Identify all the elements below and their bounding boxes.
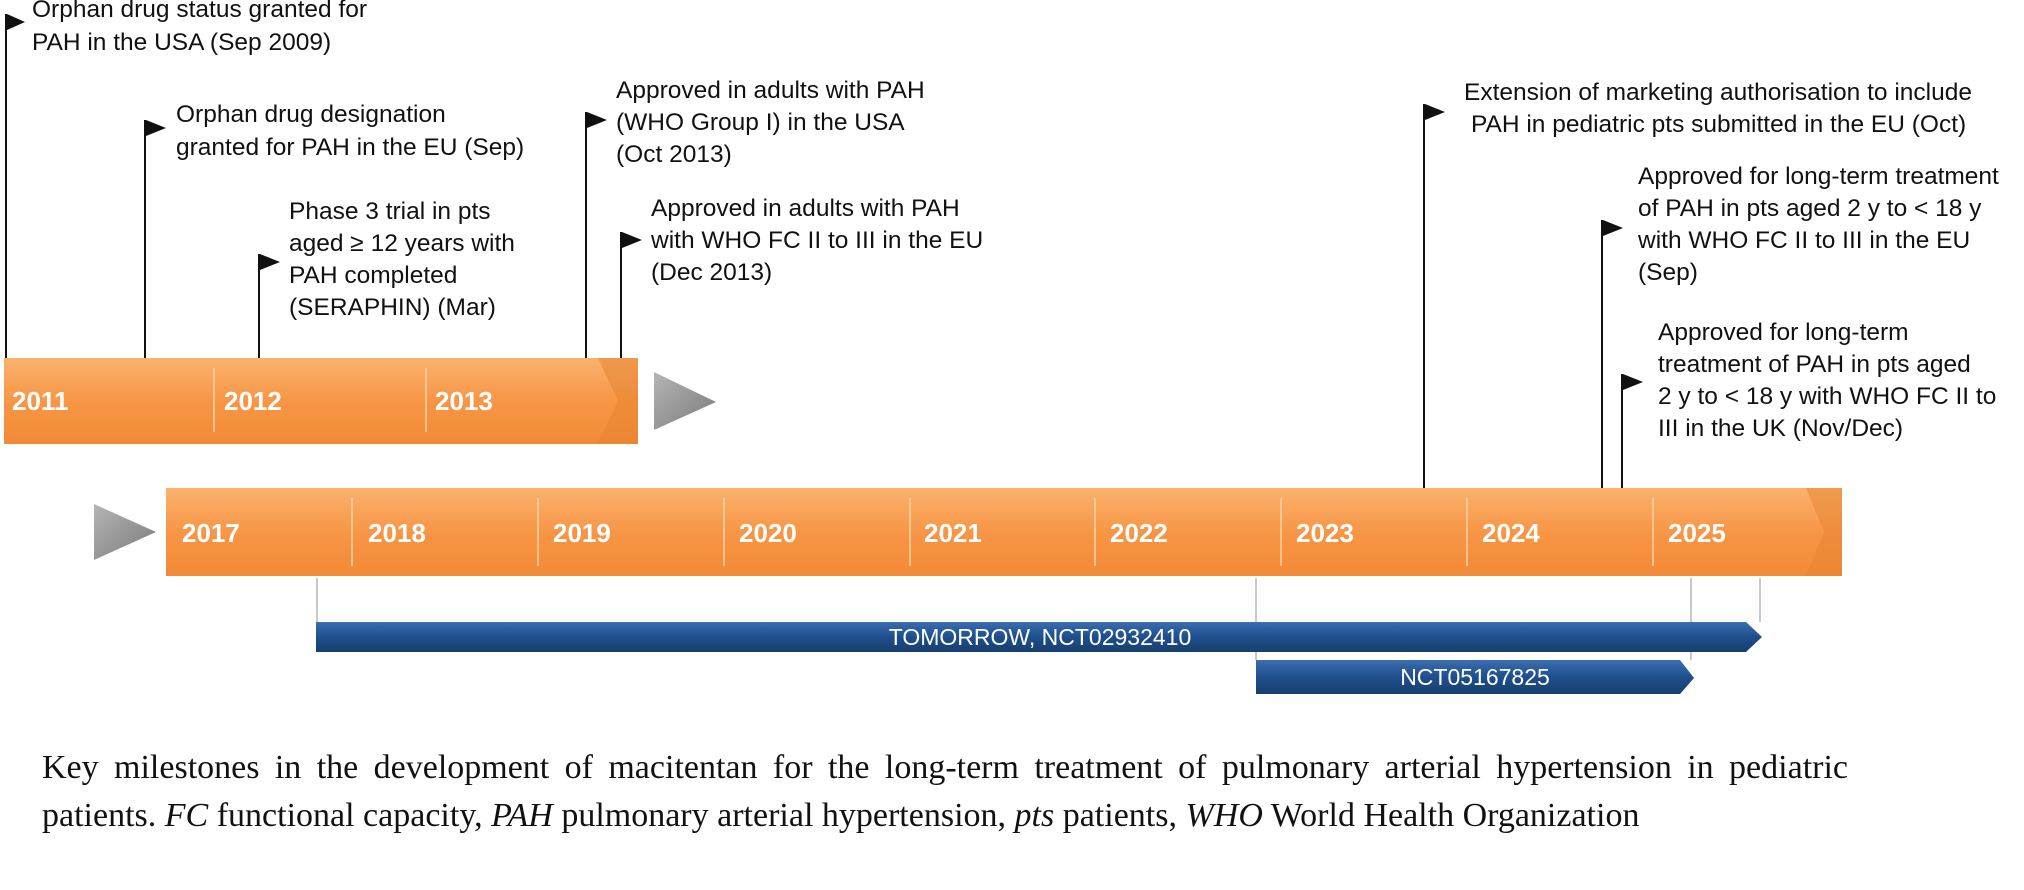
caption-definition: World Health Organization <box>1262 797 1640 834</box>
milestone-label: Approved in adults with PAH with WHO FC … <box>650 195 990 286</box>
trial-bar-tomorrow: TOMORROW, NCT02932410 <box>316 622 1762 652</box>
continuation-arrow-bottom <box>94 504 156 560</box>
year-label: 2024 <box>1482 518 1540 548</box>
flag-icon <box>587 112 607 128</box>
continuation-arrow-top <box>654 372 716 430</box>
milestone-flags <box>7 14 1643 390</box>
milestone-poles <box>5 14 1623 488</box>
year-label: 2017 <box>182 518 240 548</box>
year-label: 2013 <box>435 386 493 416</box>
timeline-top-bar <box>4 358 638 444</box>
year-label: 2020 <box>739 518 797 548</box>
caption-abbreviation: PAH <box>491 797 553 834</box>
timeline-bottom-bar <box>166 488 1842 576</box>
trial-bar <box>316 622 1762 652</box>
flag-icon <box>1623 374 1643 390</box>
figure-caption: Key milestones in the development of mac… <box>42 744 1848 840</box>
milestone-label: Orphan drug designation granted for PAH … <box>176 101 524 161</box>
timeline-top-bar-end <box>598 358 638 444</box>
caption-abbreviation: WHO <box>1185 797 1263 834</box>
caption-text: Key milestones in the development of mac… <box>42 749 1848 834</box>
caption-abbreviation: pts <box>1014 797 1055 834</box>
flag-icon <box>1603 220 1623 236</box>
timeline-bottom-bar-end <box>1806 488 1842 576</box>
milestone-label: Extension of marketing authorisation to … <box>1464 79 1979 138</box>
year-label: 2011 <box>12 386 68 416</box>
milestone-label: Approved in adults with PAH (WHO Group I… <box>616 77 932 168</box>
year-label: 2019 <box>553 518 611 548</box>
flag-icon <box>622 232 642 248</box>
year-label: 2022 <box>1110 518 1168 548</box>
year-label: 2025 <box>1668 518 1726 548</box>
timeline-top: 2011 2012 2013 <box>4 358 638 444</box>
trial-bar <box>1256 660 1694 694</box>
milestone-label: Approved for long-term treatment of PAH … <box>1637 163 2006 286</box>
trial-label: NCT05167825 <box>1400 664 1550 690</box>
timeline-bottom: 2017 2018 2019 2020 2021 2022 2023 2024 … <box>166 488 1842 576</box>
year-label: 2023 <box>1296 518 1354 548</box>
milestone-label: Phase 3 trial in pts aged ≥ 12 years wit… <box>289 198 522 321</box>
milestone-label: Approved for long-term treatment of PAH … <box>1658 319 2003 442</box>
caption-abbreviation: FC <box>164 797 209 834</box>
trial-bar-nct05167825: NCT05167825 <box>1256 660 1694 694</box>
trial-label: TOMORROW, NCT02932410 <box>889 624 1192 650</box>
year-label: 2021 <box>924 518 982 548</box>
flag-icon <box>1425 104 1445 120</box>
milestone-label: Orphan drug status granted for PAH in th… <box>32 0 374 56</box>
flag-icon <box>146 120 166 136</box>
caption-definition: patients, <box>1054 797 1186 834</box>
year-label: 2012 <box>224 386 282 416</box>
caption-definition: functional capacity, <box>208 797 492 834</box>
flag-icon <box>260 254 280 270</box>
year-label: 2018 <box>368 518 426 548</box>
caption-definition: pulmonary arterial hypertension, <box>552 797 1015 834</box>
flag-icon <box>7 14 25 30</box>
